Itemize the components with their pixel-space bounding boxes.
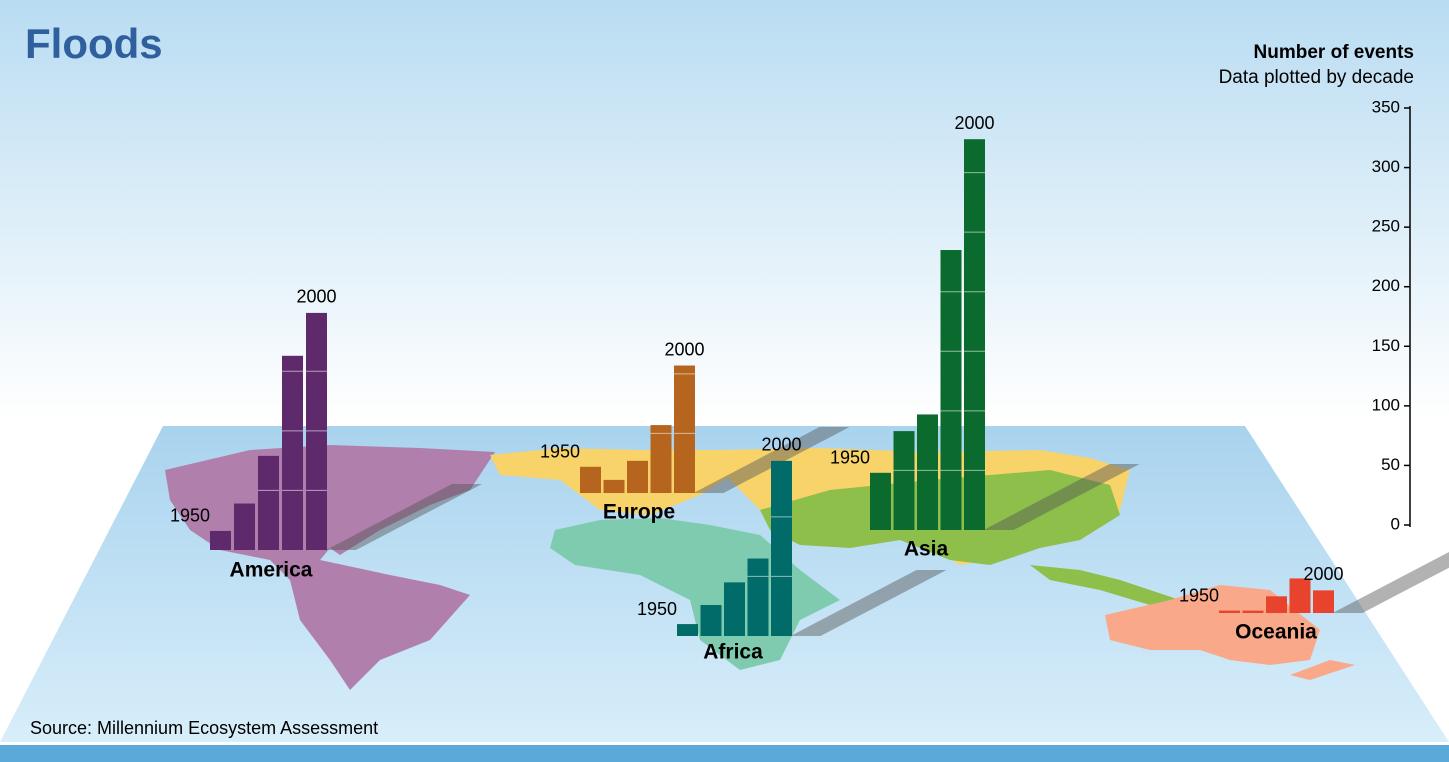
region-label: America: [230, 559, 313, 582]
bar: [700, 605, 722, 636]
y-tick-label: 300: [1372, 157, 1400, 176]
y-tick-label: 100: [1372, 395, 1400, 414]
y-tick-label: 150: [1372, 336, 1400, 355]
bar: [724, 582, 745, 636]
y-tick-label: 200: [1372, 276, 1400, 295]
bar: [650, 425, 672, 493]
bar: [603, 479, 625, 493]
y-axis-label: Number of events: [1254, 42, 1414, 63]
bar: [580, 466, 601, 493]
end-year-label: 2000: [1303, 564, 1343, 584]
bar: [917, 414, 938, 530]
footer-strip: [0, 745, 1449, 762]
y-tick-label: 350: [1372, 97, 1400, 116]
bar: [282, 355, 303, 550]
region-label: Europe: [603, 501, 675, 524]
bar: [1289, 578, 1311, 613]
bar: [234, 503, 255, 550]
end-year-label: 2000: [954, 113, 994, 133]
subtitle: Data plotted by decade: [1219, 67, 1414, 88]
bar: [258, 455, 279, 550]
bar: [747, 558, 769, 636]
start-year-label: 1950: [637, 599, 677, 619]
shadow: [1332, 551, 1449, 613]
bar: [210, 530, 231, 550]
bar: [1219, 610, 1240, 613]
y-tick-label: 250: [1372, 217, 1400, 236]
bar: [771, 460, 792, 636]
bar: [1242, 610, 1264, 613]
end-year-label: 2000: [664, 339, 704, 359]
region-label: Africa: [703, 641, 763, 664]
start-year-label: 1950: [540, 442, 580, 462]
shadow: [693, 427, 850, 493]
start-year-label: 1950: [830, 448, 870, 468]
end-year-label: 2000: [761, 435, 801, 455]
region-label: Asia: [904, 538, 949, 561]
region-label: Oceania: [1235, 621, 1317, 644]
bar: [627, 460, 648, 493]
shadow: [326, 484, 482, 550]
source: Source: Millennium Ecosystem Assessment: [30, 718, 378, 738]
y-tick-label: 0: [1391, 514, 1400, 533]
bar: [1313, 590, 1334, 613]
bar: [964, 139, 985, 530]
bar: [677, 624, 698, 636]
bar: [940, 250, 962, 530]
end-year-label: 2000: [296, 287, 336, 307]
bar: [306, 312, 327, 550]
bar: [870, 472, 891, 530]
y-tick-label: 50: [1381, 455, 1400, 474]
bar: [893, 431, 915, 530]
chart-title: Floods: [25, 20, 163, 67]
bar: [674, 365, 695, 493]
shadow: [983, 464, 1140, 530]
bar: [1266, 596, 1287, 613]
shadow: [790, 570, 947, 636]
start-year-label: 1950: [170, 506, 210, 526]
start-year-label: 1950: [1179, 585, 1219, 605]
